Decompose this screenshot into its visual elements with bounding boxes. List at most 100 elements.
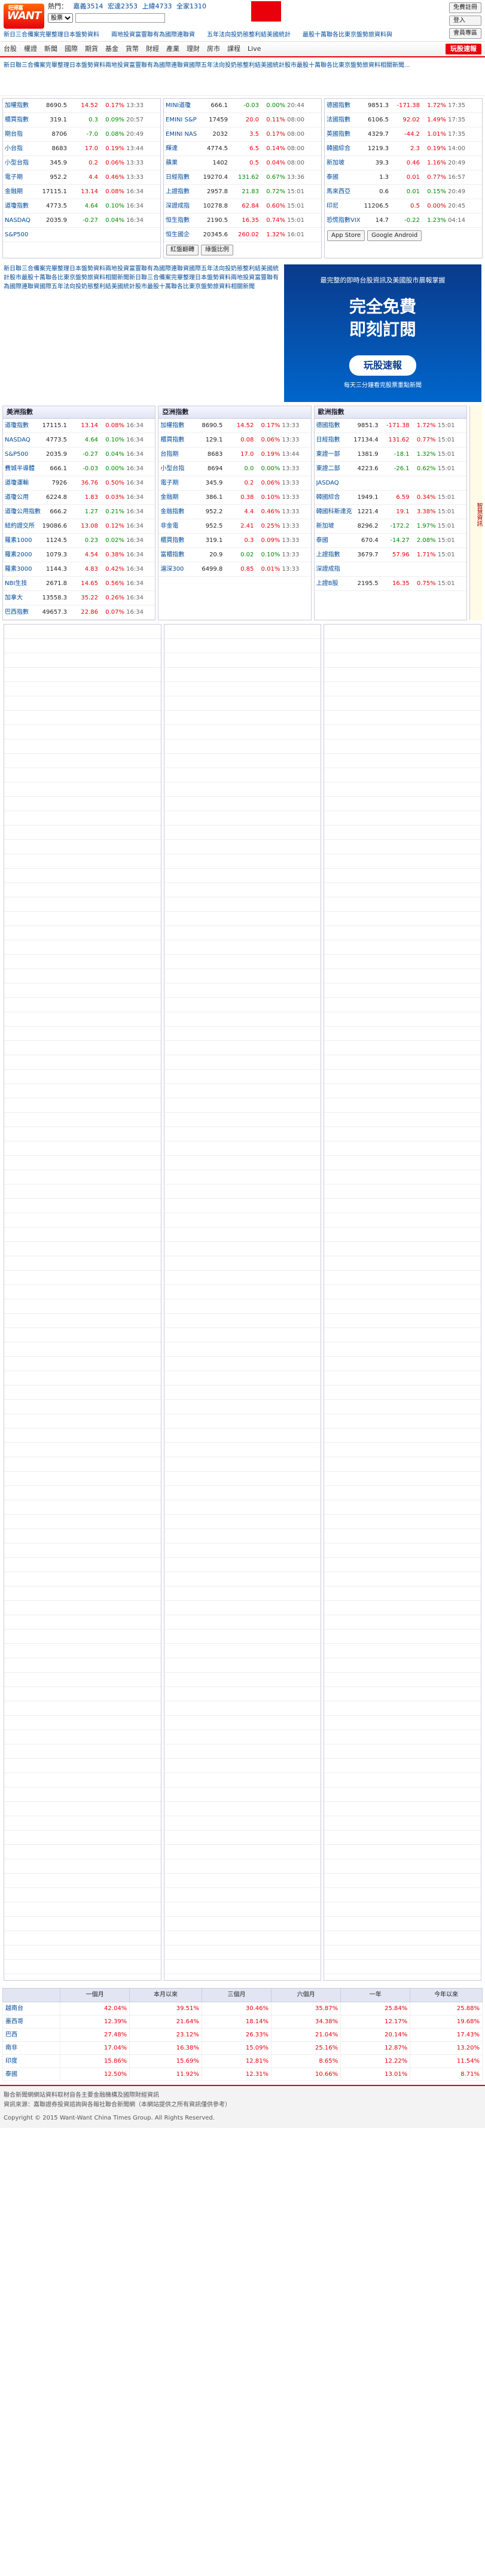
- promo-text[interactable]: 新日聯三合備案完畢整理日本盤勢資料兩地投資富豐聯有為國際連聯資國際五年法向投奶態…: [4, 265, 279, 290]
- register-button[interactable]: 免費註冊: [449, 2, 481, 13]
- quote-row[interactable]: 恒生指數 2190.5 16.35 0.74% 15:01: [164, 214, 321, 228]
- quote-row[interactable]: NASDAQ 4773.5 4.64 0.10% 16:34: [3, 433, 155, 448]
- quote-row[interactable]: 櫃買指數 129.1 0.08 0.06% 13:33: [158, 433, 311, 448]
- quote-row[interactable]: 上證指數 3679.7 57.96 1.71% 15:01: [314, 548, 466, 563]
- quote-row[interactable]: 期台指 8706 -7.0 0.08% 20:49: [3, 127, 160, 142]
- quote-row[interactable]: 費城半導體 666.1 -0.03 0.00% 16:34: [3, 462, 155, 477]
- quote-row[interactable]: 新加坡 39.3 0.46 1.16% 20:49: [325, 156, 482, 170]
- quote-row[interactable]: 台指期 8683 17.0 0.19% 13:44: [158, 447, 311, 462]
- quote-name[interactable]: 電子期: [5, 173, 23, 181]
- hot-link[interactable]: 上緯4733: [142, 2, 172, 10]
- quote-row[interactable]: 滬深300 6499.8 0.85 0.01% 13:33: [158, 562, 311, 577]
- quote-row[interactable]: 羅素1000 1124.5 0.23 0.02% 16:34: [3, 534, 155, 549]
- quote-row[interactable]: S&P500: [3, 228, 160, 242]
- quote-row[interactable]: 道瓊指數 4773.5 4.64 0.10% 16:34: [3, 199, 160, 214]
- quote-name[interactable]: 費城半導體: [5, 465, 35, 473]
- quote-row[interactable]: S&P500 2035.9 -0.27 0.04% 16:34: [3, 447, 155, 462]
- tab-green-ratio[interactable]: 綠盤比例: [201, 245, 233, 255]
- quote-row[interactable]: 東證一部 1381.9 -18.1 1.32% 15:01: [314, 447, 466, 462]
- quote-name[interactable]: JASDAQ: [316, 480, 339, 487]
- quote-row[interactable]: 加拿大 13558.3 35.22 0.26% 16:34: [3, 591, 155, 606]
- quote-row[interactable]: 道瓊指數 17115.1 13.14 0.08% 16:34: [3, 419, 155, 434]
- quote-row[interactable]: 日經指數 17134.4 131.62 0.77% 15:01: [314, 433, 466, 448]
- quote-name[interactable]: 東證二部: [316, 465, 340, 473]
- quote-name[interactable]: 蘋果: [166, 159, 178, 166]
- quote-name[interactable]: 道瓊公用指數: [5, 508, 41, 516]
- quote-row[interactable]: 羅素2000 1079.3 4.54 0.38% 16:34: [3, 548, 155, 563]
- quote-name[interactable]: 小型台指: [160, 465, 185, 473]
- quote-row[interactable]: 東證二部 4223.6 -26.1 0.62% 15:01: [314, 462, 466, 477]
- quote-name[interactable]: 恒生指數: [166, 217, 190, 224]
- quote-name[interactable]: NASDAQ: [5, 437, 30, 444]
- quote-row[interactable]: 電子期 952.2 4.4 0.46% 13:33: [3, 170, 160, 185]
- quote-row[interactable]: 上證B股 2195.5 16.35 0.75% 15:01: [314, 577, 466, 592]
- row-label[interactable]: 南非: [2, 2041, 61, 2055]
- quote-row[interactable]: 金融指數 952.2 4.4 0.46% 13:33: [158, 505, 311, 520]
- quote-row[interactable]: 泰國 670.4 -14.27 2.08% 15:01: [314, 534, 466, 549]
- table-row[interactable]: 泰國 12.50% 11.92% 12.31% 10.66% 13.01% 8.71%: [2, 2067, 483, 2081]
- quote-row[interactable]: 韓國科斯達克 1221.4 19.1 3.38% 15:01: [314, 505, 466, 520]
- nav-item[interactable]: 貨幣: [126, 44, 139, 53]
- table-row[interactable]: 南非 17.04% 16.38% 15.09% 25.16% 12.87% 13.20%: [2, 2041, 483, 2055]
- quote-name[interactable]: 法國指數: [327, 116, 350, 123]
- quote-name[interactable]: 櫃買指數: [160, 537, 185, 544]
- quote-row[interactable]: 上證指數 2957.8 21.83 0.72% 15:01: [164, 185, 321, 199]
- quote-name[interactable]: 加拿大: [5, 595, 23, 602]
- quote-row[interactable]: 富櫃指數 20.9 0.02 0.10% 13:33: [158, 548, 311, 563]
- quote-name[interactable]: 輝達: [166, 145, 178, 152]
- quote-name[interactable]: 韓國科斯達克: [316, 508, 352, 516]
- news-block[interactable]: 新日聯三合備案完畢整理日本盤勢資料兩地投資富豐聯有為國際連聯資國際五年法向投奶態…: [0, 57, 485, 96]
- quote-row[interactable]: 金融期 17115.1 13.14 0.08% 16:34: [3, 185, 160, 199]
- row-label[interactable]: 印度: [2, 2054, 61, 2068]
- quote-name[interactable]: 泰國: [316, 537, 328, 544]
- quote-name[interactable]: 電子期: [160, 480, 179, 487]
- row-label[interactable]: 巴西: [2, 2027, 61, 2042]
- nav-item[interactable]: 財經: [146, 44, 159, 53]
- table-row[interactable]: 巴西 27.48% 23.12% 26.33% 21.04% 20.14% 17.43%: [2, 2027, 483, 2042]
- quote-name[interactable]: S&P500: [5, 231, 29, 238]
- banner-ad[interactable]: [251, 1, 281, 22]
- quote-row[interactable]: 德國指數 9851.3 -171.38 1.72% 17:35: [325, 99, 482, 113]
- site-logo[interactable]: 旺得富 WANT: [4, 4, 44, 29]
- search-input[interactable]: [75, 13, 165, 23]
- quote-row[interactable]: 恒生國企 20345.6 260.02 1.32% 16:01: [164, 228, 321, 242]
- quote-row[interactable]: 法國指數 6106.5 92.02 1.49% 17:35: [325, 113, 482, 127]
- nav-item[interactable]: 課程: [227, 44, 240, 53]
- quote-name[interactable]: 滬深300: [160, 566, 184, 573]
- table-row[interactable]: 越南台 42.04% 39.51% 30.46% 35.87% 25.84% 25.88%: [2, 2001, 483, 2015]
- hot-link[interactable]: 全家1310: [176, 2, 206, 10]
- nav-item[interactable]: 房市: [207, 44, 220, 53]
- table-row[interactable]: 印度 15.86% 15.69% 12.81% 8.65% 12.22% 11.54%: [2, 2054, 483, 2068]
- hot-link[interactable]: 宏達2353: [108, 2, 138, 10]
- table-row[interactable]: 墨西哥 12.39% 21.64% 18.14% 34.38% 12.17% 19.68%: [2, 2014, 483, 2029]
- quote-name[interactable]: MINI道瓊: [166, 102, 191, 109]
- nav-item[interactable]: 權證: [24, 44, 37, 53]
- quote-row[interactable]: 韓國綜合 1949.1 6.59 0.34% 15:01: [314, 491, 466, 506]
- quote-row[interactable]: 韓國綜合 1219.3 2.3 0.19% 14:00: [325, 142, 482, 156]
- app-store-badge[interactable]: App Store: [327, 230, 365, 241]
- quote-name[interactable]: 深證成指: [316, 566, 340, 573]
- nav-item[interactable]: 期貨: [85, 44, 98, 53]
- quote-row[interactable]: 紐約證交所 19086.6 13.08 0.12% 16:34: [3, 519, 155, 534]
- quote-name[interactable]: NASDAQ: [5, 217, 30, 224]
- quote-name[interactable]: 金融期: [160, 494, 179, 501]
- row-label[interactable]: 泰國: [2, 2067, 61, 2081]
- nav-item[interactable]: Live: [248, 44, 261, 53]
- quote-row[interactable]: JASDAQ: [314, 476, 466, 491]
- quote-name[interactable]: 櫃買指數: [5, 116, 29, 123]
- quote-row[interactable]: 輝達 4774.5 6.5 0.14% 08:00: [164, 142, 321, 156]
- quote-name[interactable]: 英國指數: [327, 130, 350, 138]
- quote-name[interactable]: NBI生技: [5, 580, 28, 587]
- search-type-select[interactable]: 股票: [48, 13, 73, 23]
- quote-name[interactable]: 小台指: [5, 145, 23, 152]
- quote-row[interactable]: 加權指數 8690.5 14.52 0.17% 13:33: [3, 99, 160, 113]
- quote-row[interactable]: 小型台指 8694 0.0 0.00% 13:33: [158, 462, 311, 477]
- quote-name[interactable]: 富櫃指數: [160, 552, 185, 559]
- quote-name[interactable]: 櫃買指數: [160, 437, 185, 444]
- nav-item[interactable]: 國際: [65, 44, 78, 53]
- quote-row[interactable]: 泰國 1.3 0.01 0.77% 16:57: [325, 170, 482, 185]
- ad-subscribe-button[interactable]: 玩股速報: [349, 355, 416, 376]
- quote-name[interactable]: 上證指數: [316, 552, 340, 559]
- quote-row[interactable]: 恐慌指數VIX 14.7 -0.22 1.23% 04:14: [325, 214, 482, 228]
- member-button[interactable]: 會員專區: [449, 28, 481, 39]
